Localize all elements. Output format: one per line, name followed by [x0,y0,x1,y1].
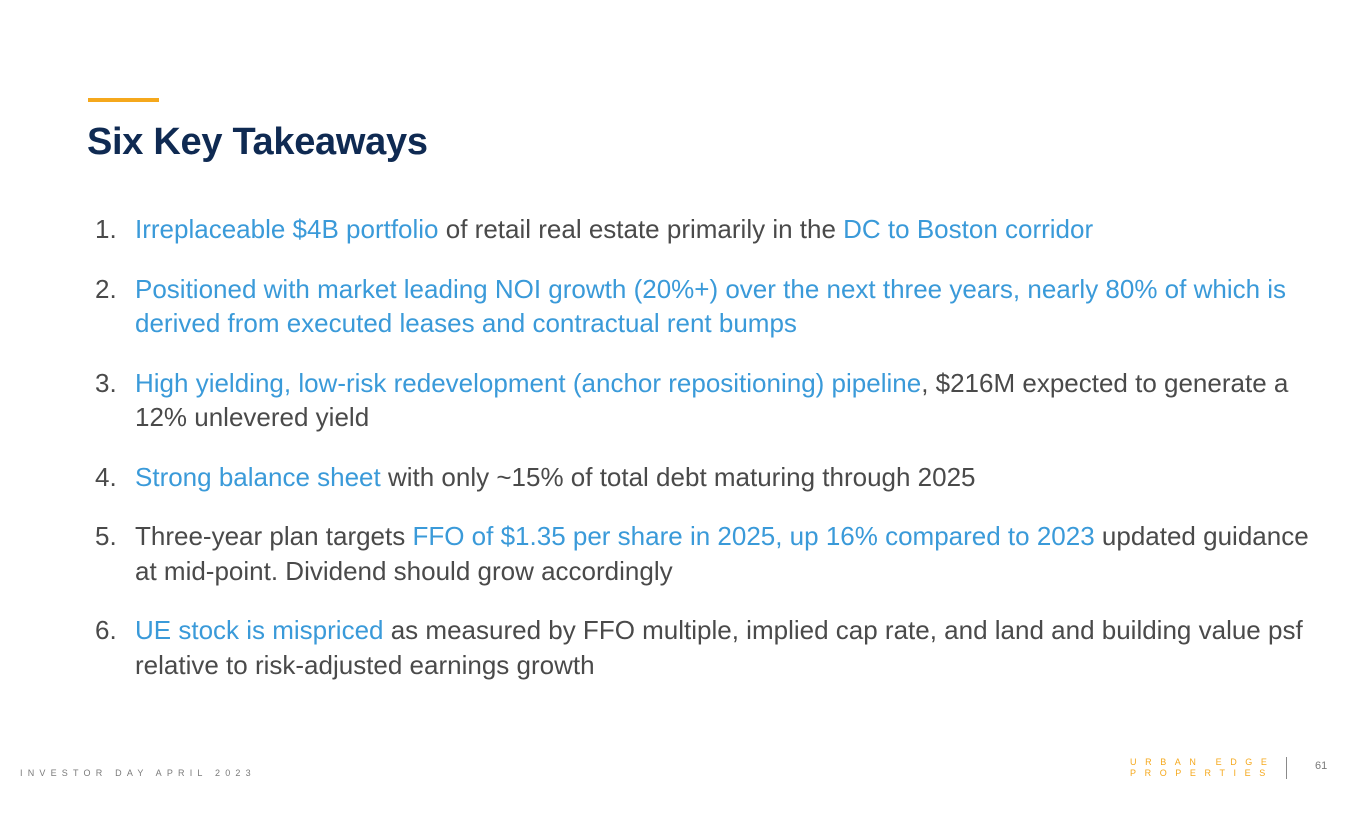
takeaway-text: updated guidance at mid-point. Dividend … [135,521,1309,586]
takeaway-highlight: UE stock is mispriced [135,615,384,645]
takeaway-highlight: DC to Boston corridor [843,214,1094,244]
takeaway-number: 2. [95,273,117,304]
takeaway-item-1: 1. Irreplaceable $4B portfolio of retail… [95,212,1310,247]
takeaway-number: 5. [95,521,117,551]
takeaway-text: with only ~15% of total debt maturing th… [380,461,976,492]
takeaway-number: 3. [95,367,117,398]
takeaway-highlight: High yielding, low-risk redevelopment (a… [135,367,922,398]
takeaway-highlight: Positioned with market leading NOI growt… [135,273,1287,339]
company-logo: URBAN EDGE PROPERTIES [1130,757,1276,779]
footer-divider [1286,757,1287,779]
takeaway-number: 4. [95,461,117,492]
takeaway-highlight: Irreplaceable $4B portfolio [135,214,439,244]
takeaway-highlight: FFO of $1.35 per share in 2025, up 16% c… [412,521,1095,551]
takeaway-text: Three-year plan targets [135,521,413,551]
takeaway-text: as measured by FFO multiple, implied cap… [135,615,1303,680]
logo-line-1: URBAN EDGE [1130,757,1276,767]
takeaway-item-5: 5. Three-year plan targets FFO of $1.35 … [95,519,1310,588]
takeaway-number: 6. [95,615,117,645]
takeaway-text: of retail real estate primarily in the [438,214,844,244]
takeaway-item-3: 3. High yielding, low-risk redevelopment… [95,366,1310,435]
footer-event-label: INVESTOR DAY APRIL 2023 [20,768,256,778]
takeaway-item-4: 4. Strong balance sheet with only ~15% o… [95,460,1310,495]
takeaways-list: 1. Irreplaceable $4B portfolio of retail… [95,212,1310,707]
takeaway-number: 1. [95,214,117,244]
page-number: 61 [1315,760,1328,772]
takeaway-text: , $216M expected to generate a 12% unlev… [135,367,1289,433]
page-title: Six Key Takeaways [87,121,428,163]
takeaway-highlight: Strong balance sheet [135,461,381,492]
title-accent-bar [88,98,159,102]
takeaway-item-2: 2. Positioned with market leading NOI gr… [95,272,1310,341]
takeaway-item-6: 6. UE stock is mispriced as measured by … [95,613,1310,682]
logo-line-2: PROPERTIES [1130,768,1274,778]
